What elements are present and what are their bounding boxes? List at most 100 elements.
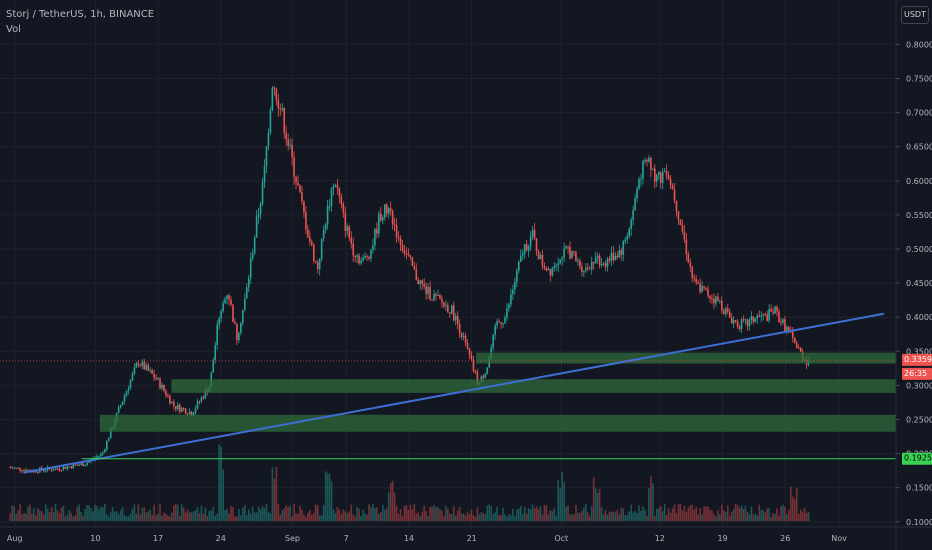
candle-body [226, 295, 228, 299]
volume-bar [196, 507, 199, 521]
volume-bar [450, 514, 453, 521]
countdown-badge-bg [902, 367, 932, 380]
volume-bar [238, 508, 240, 521]
candle-body [539, 254, 542, 260]
candle-body [184, 408, 187, 414]
volume-bar [742, 508, 745, 521]
candle-body [758, 315, 761, 317]
candle-body [275, 88, 278, 100]
candle-body [634, 198, 636, 211]
candle-body [372, 245, 374, 251]
candle-body [799, 347, 802, 352]
volume-bar [458, 506, 461, 521]
candle-body [19, 467, 21, 471]
candle-body [378, 213, 380, 234]
volume-bar [533, 508, 536, 521]
candle-body [389, 208, 392, 212]
volume-bar [441, 510, 443, 521]
volume-bar [699, 508, 701, 521]
candle-body [253, 237, 256, 254]
candle-body [9, 467, 12, 469]
volume-bar [606, 514, 609, 521]
candle-body [683, 231, 686, 240]
volume-bar [600, 507, 603, 521]
volume-bar [342, 509, 345, 521]
candle-body [719, 301, 721, 303]
candle-body [147, 365, 150, 371]
volume-bar [370, 507, 372, 521]
volume-bar [480, 512, 483, 521]
trendline[interactable] [23, 312, 885, 474]
volume-bar [344, 511, 347, 521]
volume-bar [669, 512, 672, 521]
time-tick-label: 19 [717, 534, 727, 543]
price-tick-label: 0.3000 [906, 381, 932, 390]
candle-body [232, 304, 234, 323]
volume-bar [242, 507, 244, 521]
candle-body [669, 178, 672, 186]
time-tick-label: 21 [467, 534, 477, 543]
candle-body [612, 252, 615, 261]
volume-bar [194, 509, 197, 521]
candle-body [188, 411, 191, 415]
volume-bar [756, 515, 759, 521]
volume-bar [117, 514, 120, 521]
volume-bar [685, 511, 688, 521]
candle-body [273, 87, 276, 89]
candle-body [519, 255, 522, 262]
volume-bar [50, 507, 53, 521]
candle-body [667, 175, 670, 179]
candle-body [508, 304, 510, 309]
candle-body [271, 87, 274, 110]
volume-bar [539, 505, 542, 521]
volume-bar [153, 504, 155, 521]
volume-bar [133, 504, 136, 521]
volume-bar [48, 512, 51, 521]
volume-bar [72, 516, 75, 521]
volume-bar [498, 515, 500, 521]
candle-body [328, 206, 331, 208]
candle-body [180, 407, 183, 412]
candle-body [573, 250, 575, 253]
candle-body [713, 298, 715, 304]
volume-bar [717, 510, 719, 521]
volume-bar [190, 512, 193, 521]
volume-bar [29, 504, 31, 521]
candle-body [506, 308, 508, 318]
volume-bar [393, 492, 396, 521]
candle-body [151, 370, 153, 374]
volume-bar [251, 506, 254, 521]
candle-body [452, 305, 455, 321]
candle-body [338, 188, 341, 197]
volume-bar [165, 513, 167, 521]
currency-button[interactable]: USDT [901, 6, 929, 24]
volume-bar [137, 504, 140, 521]
candle-body [780, 321, 782, 323]
candle-body [533, 229, 536, 239]
candle-body [295, 176, 297, 183]
volume-bar [330, 481, 333, 521]
candle-body [596, 255, 599, 258]
candle-body [376, 228, 378, 234]
volume-bar [551, 511, 554, 521]
candle-body [624, 239, 627, 242]
volume-bar [519, 506, 522, 521]
volume-bar [261, 506, 264, 521]
candle-body [182, 407, 185, 409]
volume-bar [84, 508, 86, 521]
candle-body [56, 468, 59, 470]
volume-bar [401, 516, 404, 521]
candle-body [614, 255, 617, 261]
volume-bar [517, 508, 520, 521]
candle-body [190, 411, 193, 416]
volume-bar [354, 516, 356, 521]
volume-bar [626, 514, 629, 521]
time-tick-label: 7 [344, 534, 349, 543]
volume-bar [320, 515, 323, 521]
candle-body [102, 452, 104, 454]
volume-bar [803, 508, 806, 521]
volume-bar [184, 512, 187, 521]
volume-bar [123, 515, 126, 521]
volume-bar [249, 513, 252, 521]
